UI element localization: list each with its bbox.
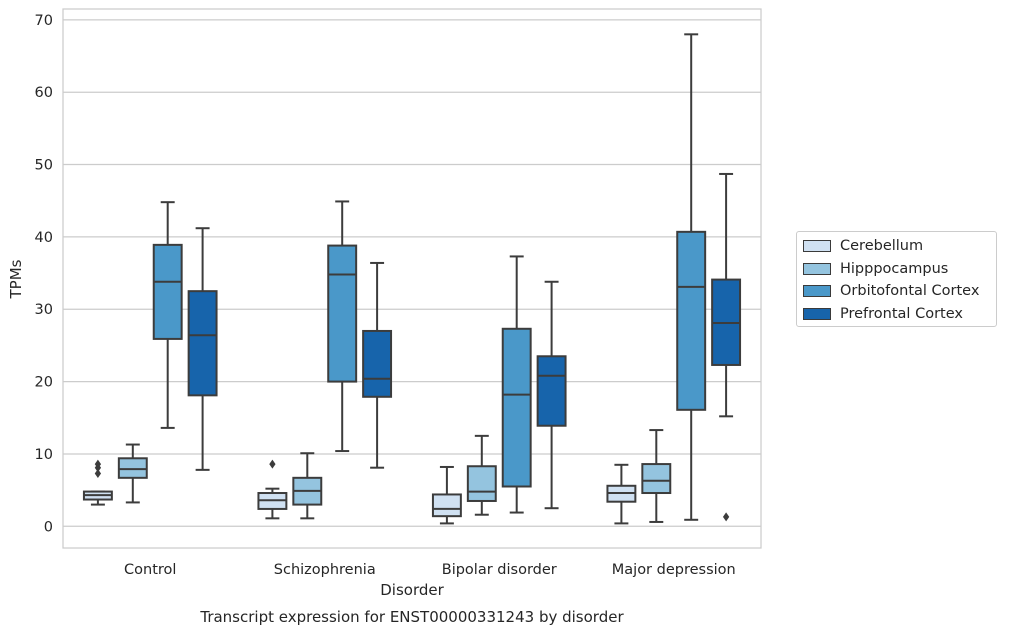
legend-swatch [803,240,831,253]
box-body [187,290,218,397]
x-tick-label: Control [124,562,176,578]
legend-label: Hipppocampus [840,260,949,277]
y-axis-label: TPMs [7,259,25,299]
box-body [431,493,462,518]
legend-item-orbitofrontal-cortex: Orbitofontal Cortex [803,280,996,303]
y-tick-label: 60 [35,85,53,101]
box-1-2 [466,434,497,516]
outlier-point [722,512,730,522]
box-1-0 [117,443,148,504]
y-axis-ticks: 0 10 20 30 40 50 60 70 [35,13,53,535]
box-0-3 [606,463,637,525]
legend-label: Orbitofontal Cortex [840,283,980,300]
legend: Cerebellum Hipppocampus Orbitofontal Cor… [796,231,997,327]
y-tick-label: 50 [35,158,53,174]
box-body [641,463,672,495]
x-axis-ticks: Control Schizophrenia Bipolar disorder Majo… [124,562,736,578]
box-3-2 [536,280,567,510]
y-tick-label: 70 [35,13,53,29]
outlier-point [269,459,276,469]
box-body [117,457,148,479]
y-tick-label: 40 [35,230,53,246]
box-2-2 [501,255,532,514]
box-body [536,355,567,427]
box-2-0 [152,201,183,429]
y-tick-label: 30 [35,302,53,318]
box-0-0 [82,459,113,506]
box-1-1 [292,452,323,520]
x-tick-label: Major depression [612,562,736,578]
legend-label: Cerebellum [840,238,924,255]
legend-swatch [803,308,831,321]
box-3-3 [711,172,742,522]
outlier-point [94,459,102,469]
plot-area-border [62,8,762,549]
chart-caption: Transcript expression for ENST0000033124… [199,608,624,626]
legend-item-cerebellum: Cerebellum [803,235,996,258]
box-body [676,230,707,411]
legend-label: Prefrontal Cortex [840,306,963,323]
legend-swatch [803,262,831,275]
box-body [152,243,183,340]
y-tick-label: 10 [35,447,53,463]
box-0-1 [257,459,288,520]
box-2-3 [676,33,707,521]
y-tick-label: 20 [35,375,53,391]
y-tick-label: 0 [44,519,53,535]
box-series [82,33,742,525]
box-2-1 [327,200,358,453]
box-body [501,327,532,488]
box-3-1 [362,261,393,469]
legend-item-prefrontal-cortex: Prefrontal Cortex [803,303,996,326]
box-body [362,329,393,398]
box-1-3 [641,429,672,523]
x-tick-label: Bipolar disorder [442,562,557,578]
box-0-2 [431,465,462,525]
legend-swatch [803,285,831,298]
x-tick-label: Schizophrenia [274,562,376,578]
box-body [327,244,358,383]
box-body [466,465,497,502]
x-axis-label: Disorder [380,581,444,599]
outlier-point [94,468,102,478]
legend-item-hippocampus: Hipppocampus [803,258,996,281]
box-3-0 [187,227,218,471]
